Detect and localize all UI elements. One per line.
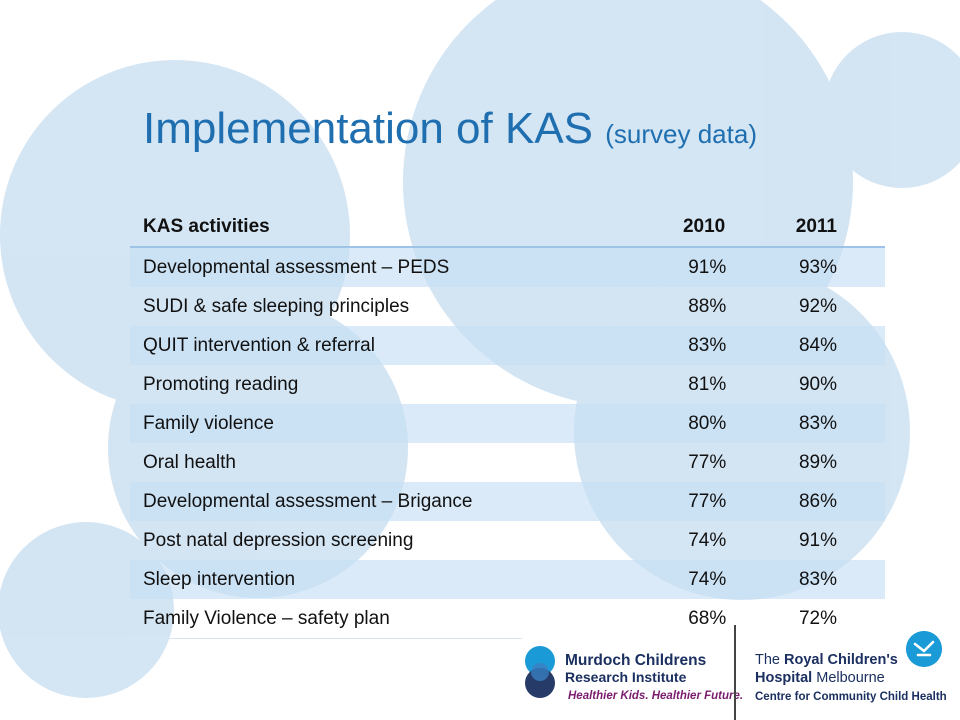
cell-activity: Promoting reading — [143, 373, 299, 395]
rch-centre-name: Centre for Community Child Health — [755, 691, 947, 703]
page-title: Implementation of KAS (survey data) — [143, 104, 757, 154]
rch-melbourne: Melbourne — [816, 670, 885, 686]
cell-2010: 74% — [640, 560, 739, 599]
cell-activity: Developmental assessment – Brigance — [130, 482, 641, 521]
table-row: Oral health 77% 89% — [130, 443, 885, 482]
cell-2010: 83% — [640, 326, 739, 365]
cell-2011: 83% — [738, 404, 885, 443]
cell-2011: 93% — [738, 247, 885, 287]
header-2011: 2011 — [738, 207, 885, 248]
cell-activity: Post natal depression screening — [143, 529, 414, 551]
table-row: Developmental assessment – PEDS 91% 93% — [130, 247, 885, 287]
table-header-row: KAS activities 2010 2011 — [130, 207, 885, 248]
table-row: SUDI & safe sleeping principles 88% 92% — [130, 287, 885, 326]
rch-name-line1: The Royal Children's — [755, 652, 898, 668]
footer-logos: Murdoch Childrens Research Institute Hea… — [522, 625, 960, 720]
title-subtitle: (survey data) — [605, 119, 757, 149]
bg-circle — [108, 298, 408, 598]
rch-the: The — [755, 652, 780, 668]
cell-2011: 91% — [798, 529, 837, 551]
cell-2011: 92% — [798, 295, 837, 317]
table-row: Developmental assessment – Brigance 77% … — [130, 482, 885, 521]
cell-2011: 89% — [798, 451, 837, 473]
kas-activities-table: KAS activities 2010 2011 Developmental a… — [130, 207, 885, 639]
cell-2010: 81% — [688, 373, 727, 395]
rch-logo-icon — [906, 631, 942, 667]
cell-activity: QUIT intervention & referral — [130, 326, 641, 365]
cell-2011: 90% — [798, 373, 837, 395]
cell-2010: 77% — [688, 451, 727, 473]
table-row: Post natal depression screening 74% 91% — [130, 521, 885, 560]
cell-2011: 86% — [738, 482, 885, 521]
cell-2010: 80% — [640, 404, 739, 443]
rch-name-line2: Hospital Melbourne — [755, 670, 885, 686]
header-2010: 2010 — [640, 207, 739, 248]
cell-2011: 84% — [738, 326, 885, 365]
table-row: Sleep intervention 74% 83% — [130, 560, 885, 599]
mcri-tagline: Healthier Kids. Healthier Future. — [568, 690, 744, 702]
cell-activity: Family violence — [130, 404, 641, 443]
rch-royal-childrens: Royal Children's — [784, 652, 898, 668]
table-row: Family Violence – safety plan 68% 72% — [130, 599, 885, 639]
table-row: Family violence 80% 83% — [130, 404, 885, 443]
mcri-name-line1: Murdoch Childrens — [565, 652, 707, 669]
cell-activity: SUDI & safe sleeping principles — [143, 295, 410, 317]
header-activities: KAS activities — [130, 207, 641, 248]
cell-2010: 88% — [688, 295, 727, 317]
rch-hospital: Hospital — [755, 670, 813, 686]
cell-2010: 91% — [640, 247, 739, 287]
bg-circle — [824, 32, 960, 188]
table-row: QUIT intervention & referral 83% 84% — [130, 326, 885, 365]
cell-2010: 74% — [688, 529, 727, 551]
cell-activity: Sleep intervention — [130, 560, 641, 599]
table-row: Promoting reading 81% 90% — [130, 365, 885, 404]
mcri-logo-text: Murdoch Childrens Research Institute — [565, 652, 707, 686]
cell-activity: Developmental assessment – PEDS — [130, 247, 641, 287]
mcri-logo-icon — [525, 646, 555, 698]
cell-2010: 77% — [640, 482, 739, 521]
logo-divider — [734, 625, 736, 720]
cell-2011: 83% — [738, 560, 885, 599]
cell-activity: Oral health — [143, 451, 236, 473]
mcri-name-line2: Research Institute — [565, 669, 687, 685]
title-main: Implementation of KAS — [143, 104, 594, 153]
